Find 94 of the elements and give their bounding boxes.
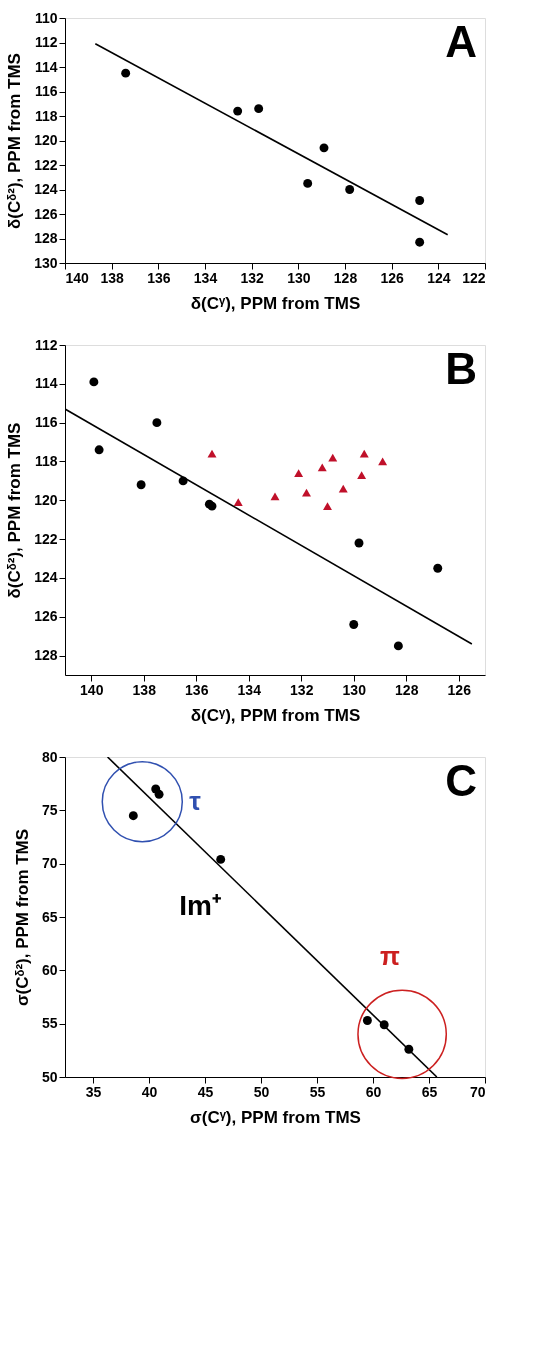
y-tick-label: 120: [34, 132, 58, 148]
point: [136, 480, 146, 490]
y-tick-label: 124: [34, 569, 58, 586]
point: [415, 237, 425, 247]
point: [233, 498, 243, 507]
x-tick-label: 50: [253, 1083, 270, 1100]
x-tick-label: 65: [421, 1083, 438, 1100]
point: [128, 811, 138, 821]
y-tick-label: 130: [34, 254, 58, 271]
y-tick-label: 120: [34, 491, 58, 508]
y-tick-label: 128: [34, 647, 58, 664]
point: [233, 106, 243, 116]
point: [154, 789, 164, 799]
x-tick-label: 45: [197, 1083, 214, 1100]
y-tick-label: 128: [34, 230, 58, 246]
x-tick-label: 124: [427, 269, 451, 286]
x-tick-label: 128: [333, 269, 358, 286]
annotation: τ: [189, 786, 202, 816]
y-tick-label: 122: [34, 530, 58, 547]
x-tick-label: 130: [287, 269, 311, 286]
point: [254, 104, 264, 114]
point: [270, 492, 280, 501]
point: [415, 196, 425, 205]
point: [303, 178, 313, 188]
point: [354, 538, 364, 548]
point: [323, 502, 332, 510]
x-axis-title: δ(Cᵞ), PPM from TMS: [190, 705, 361, 725]
y-tick-label: 70: [41, 855, 58, 872]
point: [216, 854, 226, 864]
point: [152, 418, 162, 428]
y-tick-label: 116: [34, 83, 58, 99]
annotation: A: [445, 17, 477, 66]
point: [294, 469, 304, 477]
annotation: π: [380, 941, 401, 971]
x-tick-label: 35: [85, 1083, 102, 1100]
y-tick-label: 126: [34, 205, 58, 222]
point: [319, 143, 329, 153]
y-tick-label: 118: [34, 107, 58, 124]
point: [89, 377, 99, 387]
point: [393, 641, 403, 651]
x-tick-label: 134: [193, 269, 218, 286]
y-tick-label: 124: [34, 181, 58, 197]
point: [362, 1016, 372, 1025]
annotation: C: [445, 756, 477, 805]
x-axis-title: σ(Cᵞ), PPM from TMS: [190, 1107, 361, 1127]
x-tick-label: 136: [185, 681, 209, 698]
x-tick-label: 132: [290, 681, 314, 698]
x-tick-label: 40: [141, 1083, 158, 1100]
point: [121, 68, 131, 78]
y-tick-label: 112: [34, 34, 58, 50]
point: [359, 449, 369, 458]
y-tick-label: 80: [41, 748, 58, 765]
x-tick-label: 134: [237, 681, 262, 698]
point: [357, 471, 367, 479]
y-tick-label: 112: [34, 336, 58, 353]
x-tick-label: 55: [309, 1083, 326, 1100]
x-tick-label: 138: [100, 269, 125, 286]
y-axis-title: σ(Cᵟ²), PPM from TMS: [12, 828, 32, 1007]
point: [207, 449, 217, 458]
y-axis-title: δ(Cᵟ²), PPM from TMS: [5, 422, 25, 599]
x-tick-label: 136: [147, 269, 171, 286]
x-tick-label: 122: [462, 269, 486, 286]
y-tick-label: 60: [41, 961, 58, 978]
point: [338, 484, 348, 493]
point: [345, 185, 355, 194]
x-axis-title: δ(Cᵞ), PPM from TMS: [190, 293, 361, 313]
point: [94, 445, 104, 455]
annotation: Im⁺: [179, 890, 221, 921]
x-tick-label: 60: [365, 1083, 382, 1100]
y-tick-label: 122: [34, 156, 58, 173]
point: [349, 620, 359, 629]
y-axis-title: δ(Cᵟ²), PPM from TMS: [5, 53, 25, 229]
y-tick-label: 65: [41, 908, 58, 925]
annotation: B: [445, 344, 477, 393]
y-tick-label: 114: [34, 58, 58, 75]
y-tick-label: 75: [41, 801, 58, 818]
x-tick-label: 140: [80, 681, 104, 698]
point: [433, 563, 443, 573]
x-tick-label: 130: [342, 681, 367, 698]
x-tick-label: 138: [132, 681, 157, 698]
x-tick-label: 128: [395, 681, 419, 698]
y-tick-label: 126: [34, 608, 58, 625]
x-tick-label: 126: [380, 269, 405, 286]
point: [317, 463, 327, 472]
x-tick-label: 70: [469, 1083, 486, 1100]
x-tick-label: 140: [65, 269, 90, 286]
x-tick-label: 132: [240, 269, 265, 286]
y-tick-label: 110: [34, 9, 58, 26]
y-tick-label: 114: [34, 375, 58, 392]
y-tick-label: 55: [41, 1015, 58, 1032]
x-tick-label: 126: [447, 681, 472, 698]
y-tick-label: 118: [34, 452, 58, 469]
y-tick-label: 116: [34, 414, 58, 431]
y-tick-label: 50: [41, 1068, 58, 1085]
